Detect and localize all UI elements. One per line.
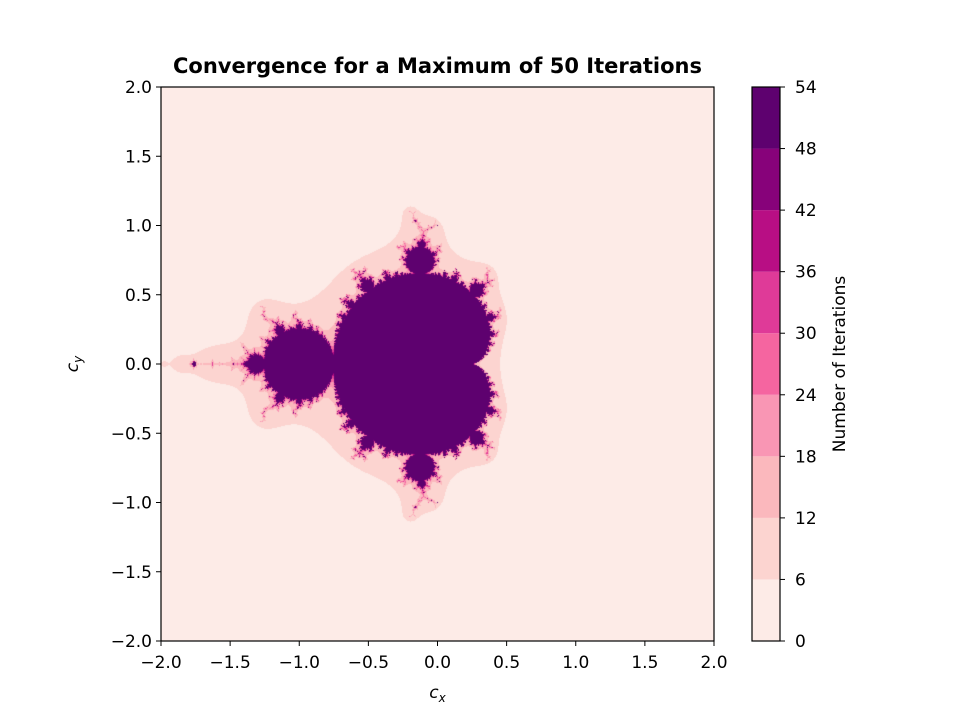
x-tick-label: 0.5 xyxy=(493,653,520,673)
colorbar-tick-label: 24 xyxy=(795,386,817,406)
colorbar-tick-label: 0 xyxy=(795,632,806,652)
x-tick-label: 2.0 xyxy=(700,653,727,673)
colorbar-tick-label: 6 xyxy=(795,570,806,590)
y-tick-label: −2.0 xyxy=(111,632,152,652)
colorbar-tick-label: 36 xyxy=(795,263,817,283)
colorbar-segment xyxy=(752,579,780,641)
x-tick-label: −1.5 xyxy=(209,653,250,673)
colorbar-segment xyxy=(752,333,780,395)
y-tick-label: 1.5 xyxy=(125,147,152,167)
y-tick-label: 1.0 xyxy=(125,217,152,237)
y-tick-label: 2.0 xyxy=(125,78,152,98)
x-axis: −2.0 −1.5 −1.0 −0.5 0.0 0.5 1.0 1.5 2.0 xyxy=(140,641,728,673)
colorbar-segment xyxy=(752,87,780,149)
heatmap-image xyxy=(161,87,714,641)
x-tick-label: −2.0 xyxy=(140,653,181,673)
colorbar-segment xyxy=(752,456,780,518)
colorbar-segment xyxy=(752,271,780,334)
y-tick-label: −1.0 xyxy=(111,494,152,514)
colorbar-tick-label: 12 xyxy=(795,509,817,529)
x-tick-label: 1.5 xyxy=(631,653,658,673)
x-tick-label: −1.0 xyxy=(279,653,320,673)
colorbar-segment xyxy=(752,210,780,272)
colorbar-tick-label: 30 xyxy=(795,324,817,344)
colorbar-segment xyxy=(752,148,780,211)
colorbar-segment xyxy=(752,517,780,580)
colorbar-tick-label: 42 xyxy=(795,201,817,221)
colorbar-frame xyxy=(751,86,781,642)
y-axis: −2.0 −1.5 −1.0 −0.5 0.0 0.5 1.0 1.5 2.0 xyxy=(111,78,161,652)
y-tick-label: 0.5 xyxy=(125,286,152,306)
chart-title: Convergence for a Maximum of 50 Iteratio… xyxy=(173,54,702,78)
y-axis-label: cy xyxy=(63,355,85,372)
colorbar-tick-label: 18 xyxy=(795,447,817,467)
colorbar: 0 6 12 18 24 30 36 42 48 54 xyxy=(751,78,817,652)
colorbar-label: Number of Iterations xyxy=(830,276,850,453)
y-tick-label: 0.0 xyxy=(125,355,152,375)
colorbar-tick-label: 54 xyxy=(795,78,817,98)
x-tick-label: 0.0 xyxy=(424,653,451,673)
x-tick-label: 1.0 xyxy=(562,653,589,673)
y-tick-label: −0.5 xyxy=(111,424,152,444)
x-axis-label: cx xyxy=(429,683,446,705)
plot-area xyxy=(160,86,715,642)
colorbar-segment xyxy=(752,394,780,457)
y-tick-label: −1.5 xyxy=(111,563,152,583)
x-tick-label: −0.5 xyxy=(348,653,389,673)
colorbar-tick-label: 48 xyxy=(795,140,817,160)
